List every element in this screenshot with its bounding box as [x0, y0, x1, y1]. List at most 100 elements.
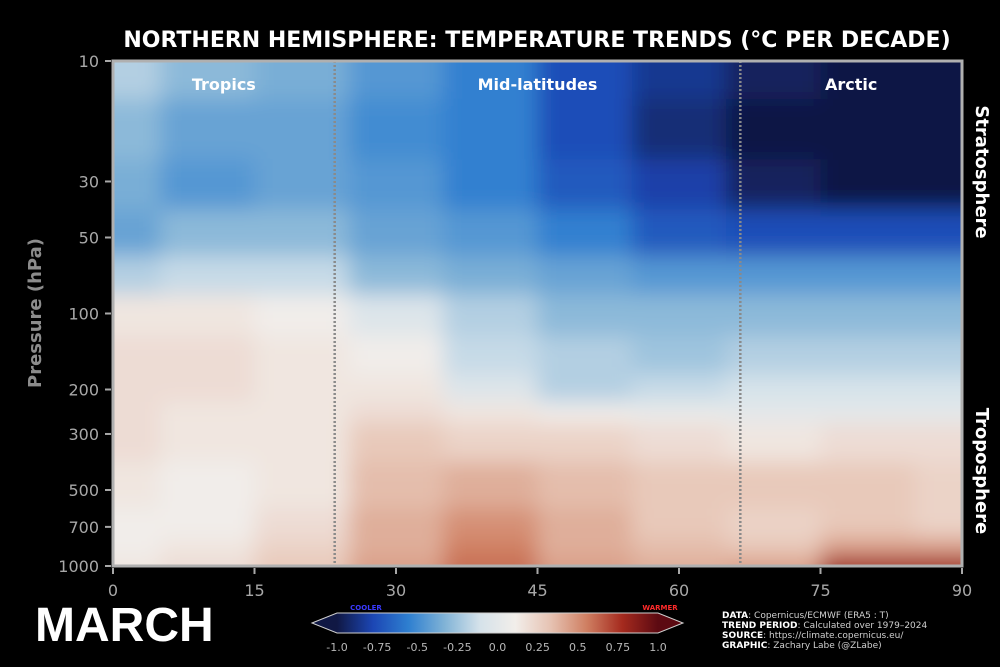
heatmap-cell [348, 537, 444, 558]
heatmap [113, 61, 962, 566]
layer-label-troposphere: Troposphere [971, 408, 992, 535]
heatmap-cell [820, 373, 916, 403]
heatmap-cell [113, 423, 161, 463]
plot-frame [111, 59, 964, 568]
heatmap-cell [443, 461, 538, 509]
month-label: MARCH [35, 599, 214, 652]
colorbar-tick-label: 0.5 [569, 641, 587, 654]
chart-title: NORTHERN HEMISPHERE: TEMPERATURE TRENDS … [123, 28, 950, 53]
heatmap-cell [160, 401, 255, 425]
heatmap-cell [443, 209, 538, 257]
heatmap-cell [113, 373, 161, 403]
heatmap-cell [914, 293, 962, 337]
colorbar-body [337, 613, 658, 633]
heatmap-cell [113, 508, 161, 539]
heatmap-cell [537, 255, 633, 295]
region-label-tropics: Tropics [192, 75, 256, 94]
heatmap-cell [820, 61, 916, 100]
colorbar-outline [310, 612, 685, 634]
heatmap-cell [348, 209, 444, 257]
heatmap-cell [160, 423, 255, 463]
x-tick-label: 45 [527, 581, 547, 600]
heatmap-cell [914, 61, 962, 100]
heatmap-cell [443, 335, 538, 375]
colorbar-tick-label: 0.0 [489, 641, 507, 654]
y-axis: 10 30 50 100 200 300 500 700 1000 [58, 52, 111, 576]
heatmap-cell [443, 61, 538, 100]
heatmap-cell [160, 335, 255, 375]
heatmap-cell [820, 293, 916, 337]
colorbar-tick-label: -1.0 [326, 641, 347, 654]
heatmap-cell [113, 209, 161, 257]
heatmap-cell [726, 99, 821, 160]
y-tick-label: 700 [68, 518, 99, 537]
heatmap-cell [820, 461, 916, 509]
heatmap-cell [726, 159, 821, 210]
heatmap-cell [820, 557, 916, 566]
heatmap-cell [914, 99, 962, 160]
heatmap-cell [914, 461, 962, 509]
heatmap-cell [348, 461, 444, 509]
heatmap-cell [160, 99, 255, 160]
heatmap-cell [914, 159, 962, 210]
heatmap-cell [160, 537, 255, 558]
y-tick-label: 200 [68, 381, 99, 400]
heatmap-cell [537, 335, 633, 375]
heatmap-cell [113, 335, 161, 375]
colorbar-tick-label: -0.75 [363, 641, 391, 654]
heatmap-cell [726, 537, 821, 558]
heatmap-cell [726, 401, 821, 425]
heatmap-cell [631, 373, 727, 403]
heatmap-cell [348, 99, 444, 160]
heatmap-cell [348, 373, 444, 403]
heatmap-cell [914, 335, 962, 375]
heatmap-cell [113, 401, 161, 425]
heatmap-cell [348, 401, 444, 425]
heatmap-cell [537, 159, 633, 210]
heatmap-cell [631, 293, 727, 337]
heatmap-cell [631, 99, 727, 160]
region-labels: Tropics Mid-latitudes Arctic [192, 75, 877, 94]
heatmap-cell [631, 255, 727, 295]
heatmap-cell [537, 293, 633, 337]
heatmap-cell [537, 461, 633, 509]
heatmap-cell [914, 537, 962, 558]
heatmap-cell [631, 557, 727, 566]
heatmap-cell [631, 508, 727, 539]
heatmap-cell [348, 293, 444, 337]
heatmap-cell [726, 557, 821, 566]
heatmap-cell [726, 61, 821, 100]
colorbar-extend-cooler [312, 613, 337, 633]
heatmap-cell [160, 159, 255, 210]
credit-graphic: GRAPHIC: Zachary Labe (@ZLabe) [722, 641, 882, 651]
heatmap-cell [160, 61, 255, 100]
heatmap-cell [631, 61, 727, 100]
heatmap-cell [537, 557, 633, 566]
heatmap-cell [443, 293, 538, 337]
credit-period: TREND PERIOD: Calculated over 1979–2024 [722, 621, 928, 631]
heatmap-cell [113, 61, 161, 100]
x-tick-label: 90 [952, 581, 972, 600]
y-tick-label: 50 [79, 228, 99, 247]
colorbar-tick-label: 0.25 [525, 641, 550, 654]
colorbar-warmer-label: WARMER [642, 604, 678, 612]
colorbar-tick-label: -0.25 [443, 641, 471, 654]
colorbar-tick-label: 1.0 [649, 641, 667, 654]
heatmap-cell [160, 508, 255, 539]
heatmap-cell [537, 508, 633, 539]
heatmap-cell [631, 401, 727, 425]
heatmap-cell [820, 537, 916, 558]
heatmap-cell [914, 401, 962, 425]
x-tick-label: 75 [810, 581, 830, 600]
heatmap-cell [537, 61, 633, 100]
heatmap-cell [914, 255, 962, 295]
heatmap-cell [254, 557, 350, 566]
x-tick-label: 0 [108, 581, 118, 600]
heatmap-cell [443, 423, 538, 463]
heatmap-cell [113, 255, 161, 295]
colorbar-ticks: -1.0 -0.75 -0.5 -0.25 0.0 0.25 0.5 0.75 1.0 [326, 641, 666, 654]
heatmap-cell [443, 255, 538, 295]
heatmap-cell [160, 209, 255, 257]
heatmap-cell [348, 159, 444, 210]
heatmap-cell [820, 99, 916, 160]
